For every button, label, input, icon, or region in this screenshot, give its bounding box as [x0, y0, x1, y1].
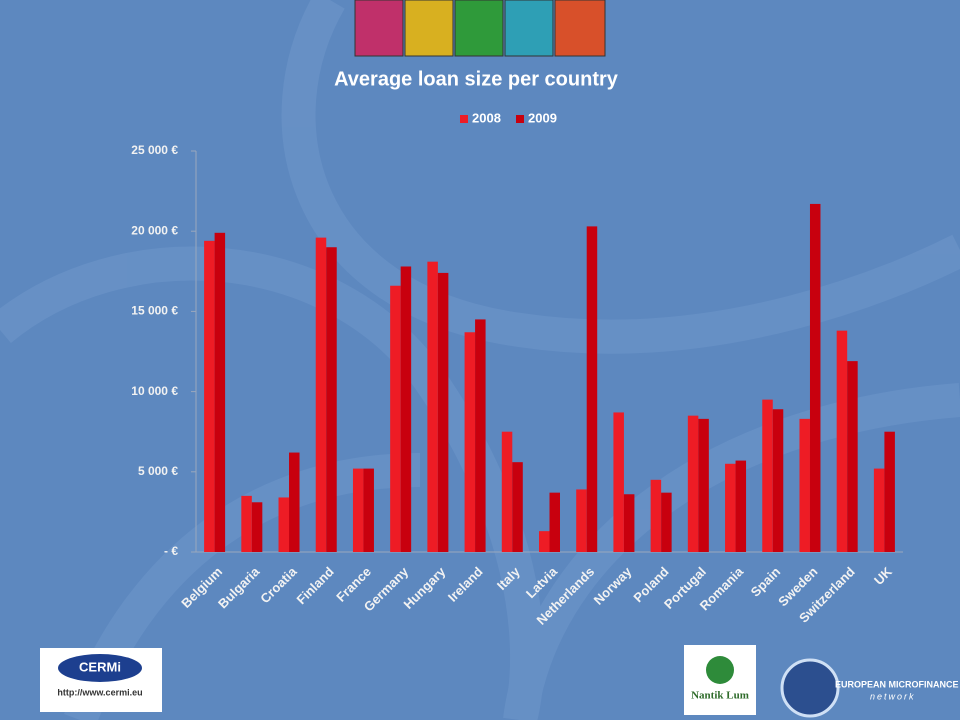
- header-photos: [354, 0, 606, 57]
- bar: [623, 494, 635, 552]
- photo: [454, 0, 504, 57]
- bar: [289, 452, 300, 552]
- bar: [400, 266, 412, 552]
- bar: [326, 247, 337, 553]
- legend-swatch: [460, 115, 468, 123]
- bar: [204, 240, 215, 552]
- photo: [504, 0, 554, 57]
- bar: [873, 468, 885, 552]
- bar: [251, 502, 263, 552]
- bar: [799, 418, 810, 552]
- bar: [475, 319, 486, 552]
- bar: [214, 232, 226, 552]
- bar: [512, 462, 523, 552]
- bar: [847, 361, 858, 552]
- bar: [363, 468, 374, 552]
- bar: [809, 203, 821, 552]
- bar: [549, 492, 560, 552]
- bar: [586, 226, 598, 552]
- nantik-tree: [706, 656, 734, 684]
- bar: [735, 460, 747, 552]
- bar: [698, 418, 709, 552]
- cermi-ellipse: [58, 654, 142, 682]
- legend-label: 2008: [472, 110, 501, 125]
- y-tick-label: 15 000 €: [131, 304, 178, 318]
- photo: [404, 0, 454, 57]
- bar: [687, 415, 699, 552]
- emn-globe: [780, 658, 840, 718]
- bar: [762, 399, 773, 552]
- footer-logos: CERMi http://www.cermi.eu Nantik Lum EUR…: [40, 645, 959, 718]
- cermi-name: CERMi: [79, 659, 121, 674]
- bar: [650, 479, 662, 552]
- bar: [437, 272, 449, 552]
- bar: [613, 412, 624, 552]
- cermi-url: http://www.cermi.eu: [57, 687, 142, 697]
- photo: [554, 0, 606, 57]
- bar: [836, 330, 848, 552]
- bar: [661, 492, 672, 552]
- bar: [278, 497, 290, 552]
- y-tick-label: 20 000 €: [131, 223, 178, 237]
- legend-swatch: [516, 115, 524, 123]
- photo: [354, 0, 404, 57]
- bar: [576, 489, 587, 552]
- y-tick-label: 5 000 €: [138, 464, 178, 478]
- y-tick-label: 10 000 €: [131, 384, 178, 398]
- bar: [539, 531, 550, 552]
- y-tick-label: - €: [164, 544, 178, 558]
- bar: [501, 431, 513, 552]
- bar: [464, 332, 476, 552]
- bar: [241, 495, 252, 552]
- nantik-name: Nantik Lum: [691, 690, 749, 702]
- chart-title: Average loan size per country: [334, 68, 619, 90]
- bar: [772, 409, 784, 552]
- bar: [427, 261, 438, 552]
- bar: [352, 468, 364, 552]
- bar: [725, 463, 736, 552]
- bar: [390, 285, 401, 552]
- legend-label: 2009: [528, 110, 557, 125]
- emn-sub: network: [870, 691, 916, 701]
- y-tick-label: 25 000 €: [131, 143, 178, 157]
- emn-name: EUROPEAN MICROFINANCE: [835, 679, 959, 689]
- bar: [884, 431, 895, 552]
- bar: [315, 237, 327, 552]
